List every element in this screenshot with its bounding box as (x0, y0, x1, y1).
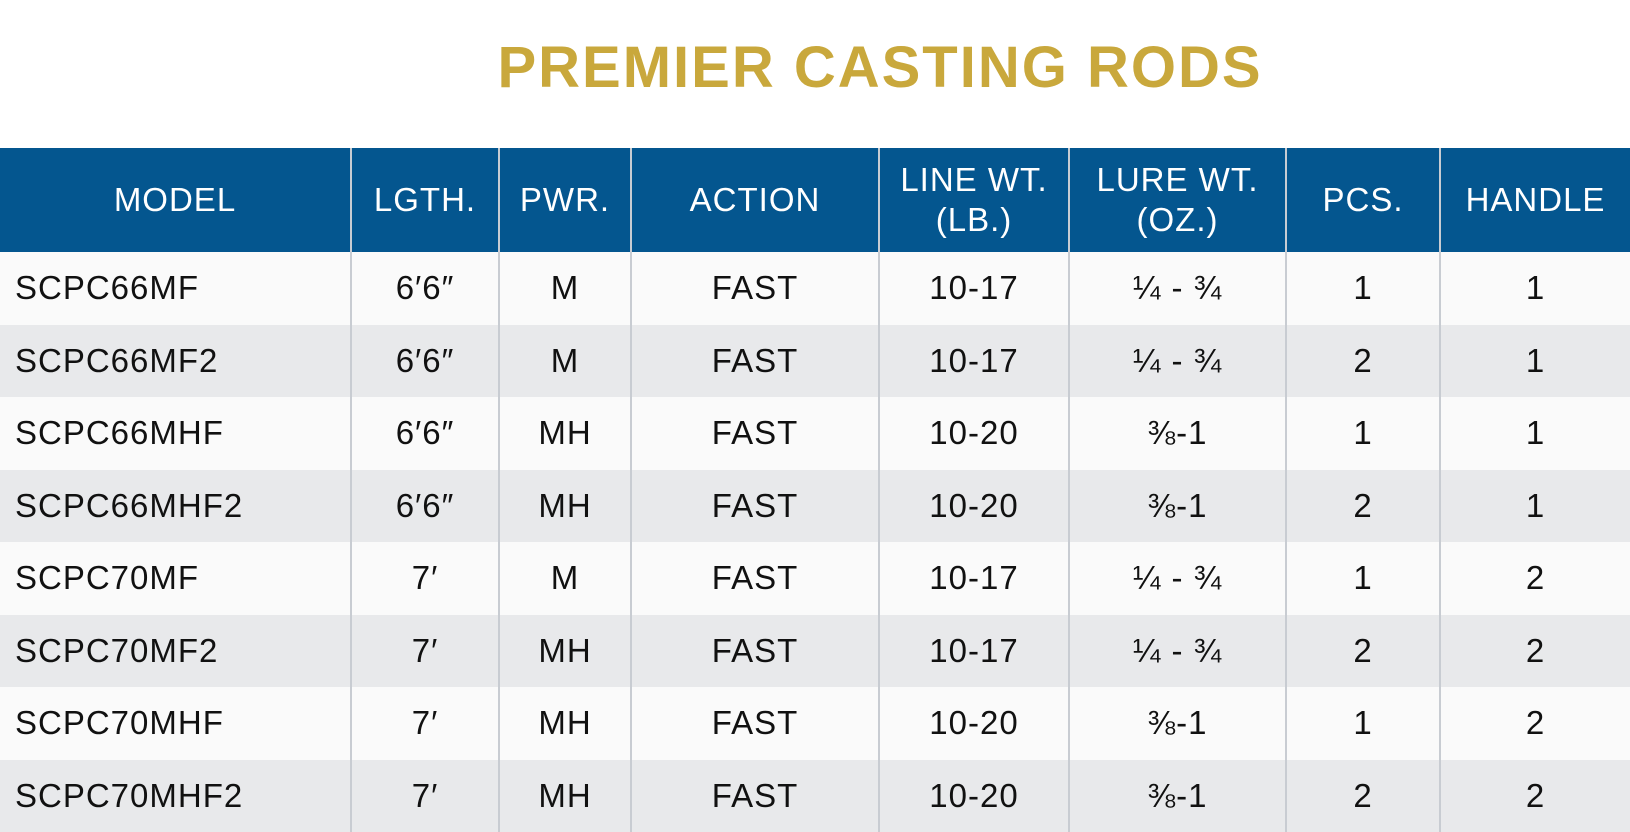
spec-cell: 10-17 (878, 324, 1069, 397)
spec-cell: 10-17 (878, 614, 1069, 687)
header-cell: HANDLE (1439, 148, 1630, 252)
spec-cell: ⅜-1 (1068, 759, 1286, 832)
model-cell: SCPC66MF2 (0, 324, 351, 397)
header-cell: LINE WT. (LB.) (878, 148, 1069, 252)
spec-cell: 2 (1439, 614, 1630, 687)
spec-cell: 10-17 (878, 252, 1069, 325)
table-body: SCPC66MF 6′6″ M FAST 10-17 ¼ - ¾ 1 1 SCPC66MF2 6′… (0, 252, 1630, 832)
spec-cell: 7′ (350, 542, 499, 615)
spec-cell: ⅜-1 (1068, 687, 1286, 760)
spec-cell: 1 (1285, 252, 1440, 325)
spec-cell: MH (498, 759, 631, 832)
spec-cell: 6′6″ (350, 469, 499, 542)
spec-cell: 10-20 (878, 469, 1069, 542)
header-cell: PWR. (498, 148, 631, 252)
model-cell: SCPC66MHF2 (0, 469, 351, 542)
spec-cell: 2 (1439, 542, 1630, 615)
spec-cell: 7′ (350, 687, 499, 760)
spec-cell: M (498, 324, 631, 397)
header-cell: PCS. (1285, 148, 1440, 252)
spec-table: MODEL LGTH. PWR. ACTION LINE WT. (LB.) LURE W… (0, 148, 1630, 832)
header-cell: LURE WT. (OZ.) (1068, 148, 1286, 252)
spec-cell: 2 (1285, 759, 1440, 832)
spec-cell: 6′6″ (350, 397, 499, 470)
spec-cell: FAST (630, 542, 879, 615)
spec-cell: 10-20 (878, 759, 1069, 832)
spec-cell: 7′ (350, 759, 499, 832)
table-row: SCPC70MHF 7′ MH FAST 10-20 ⅜-1 1 2 (0, 687, 1630, 760)
spec-cell: MH (498, 614, 631, 687)
spec-cell: MH (498, 397, 631, 470)
spec-cell: 1 (1285, 687, 1440, 760)
spec-cell: 1 (1439, 252, 1630, 325)
spec-cell: 1 (1285, 397, 1440, 470)
spec-cell: 7′ (350, 614, 499, 687)
spec-cell: FAST (630, 687, 879, 760)
spec-cell: 1 (1439, 397, 1630, 470)
table-row: SCPC66MHF 6′6″ MH FAST 10-20 ⅜-1 1 1 (0, 397, 1630, 470)
spec-cell: MH (498, 687, 631, 760)
model-cell: SCPC70MF (0, 542, 351, 615)
model-cell: SCPC66MF (0, 252, 351, 325)
spec-cell: 1 (1439, 324, 1630, 397)
header-row: MODEL LGTH. PWR. ACTION LINE WT. (LB.) LURE W… (0, 148, 1630, 252)
spec-cell: 10-17 (878, 542, 1069, 615)
header-cell: ACTION (630, 148, 879, 252)
spec-cell: 2 (1285, 469, 1440, 542)
spec-cell: FAST (630, 324, 879, 397)
spec-cell: MH (498, 469, 631, 542)
spec-cell: FAST (630, 759, 879, 832)
spec-cell: FAST (630, 614, 879, 687)
spec-cell: FAST (630, 252, 879, 325)
spec-cell: FAST (630, 397, 879, 470)
model-cell: SCPC70MF2 (0, 614, 351, 687)
spec-cell: 6′6″ (350, 252, 499, 325)
model-cell: SCPC66MHF (0, 397, 351, 470)
spec-cell: 2 (1285, 614, 1440, 687)
spec-cell: ⅜-1 (1068, 397, 1286, 470)
spec-cell: ¼ - ¾ (1068, 252, 1286, 325)
spec-cell: 2 (1439, 687, 1630, 760)
spec-cell: M (498, 542, 631, 615)
spec-cell: ¼ - ¾ (1068, 542, 1286, 615)
spec-cell: 6′6″ (350, 324, 499, 397)
spec-cell: 2 (1285, 324, 1440, 397)
spec-cell: M (498, 252, 631, 325)
header-cell: MODEL (0, 148, 351, 252)
header-cell: LGTH. (350, 148, 499, 252)
spec-cell: 2 (1439, 759, 1630, 832)
model-cell: SCPC70MHF (0, 687, 351, 760)
spec-cell: 1 (1285, 542, 1440, 615)
title: PREMIER CASTING RODS (497, 35, 1263, 100)
model-cell: SCPC70MHF2 (0, 759, 351, 832)
spec-cell: ¼ - ¾ (1068, 324, 1286, 397)
table-row: SCPC66MHF2 6′6″ MH FAST 10-20 ⅜-1 2 1 (0, 469, 1630, 542)
spec-cell: 10-20 (878, 687, 1069, 760)
spec-cell: ⅜-1 (1068, 469, 1286, 542)
spec-cell: FAST (630, 469, 879, 542)
spec-cell: 10-20 (878, 397, 1069, 470)
spec-cell: ¼ - ¾ (1068, 614, 1286, 687)
table-row: SCPC70MHF2 7′ MH FAST 10-20 ⅜-1 2 2 (0, 759, 1630, 832)
spec-cell: 1 (1439, 469, 1630, 542)
